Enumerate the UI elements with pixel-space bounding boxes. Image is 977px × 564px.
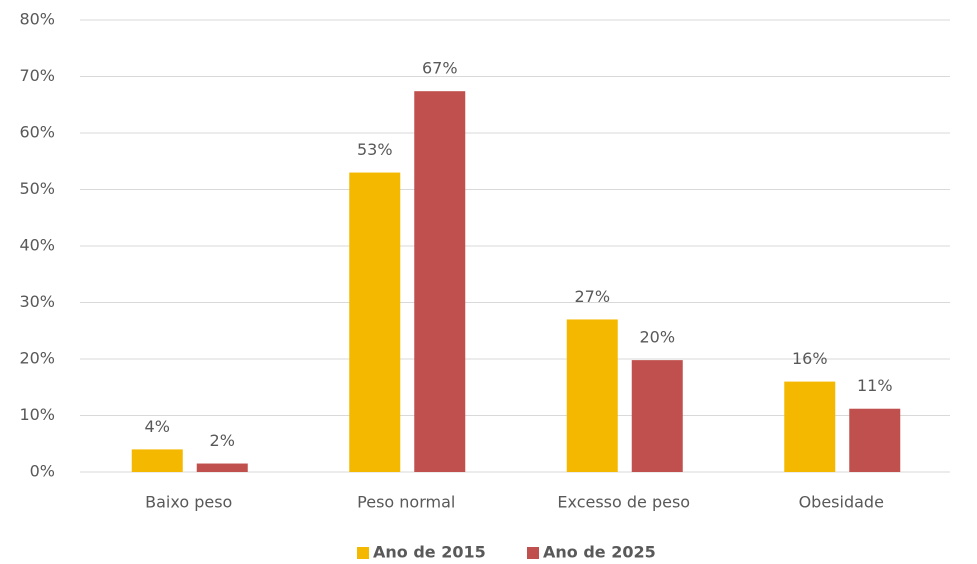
data-label: 53% [357, 140, 393, 159]
y-tick-label: 50% [19, 179, 55, 198]
bar [414, 91, 466, 472]
y-tick-label: 10% [19, 405, 55, 424]
bar [131, 449, 183, 472]
data-label: 11% [857, 376, 893, 395]
x-tick-label: Obesidade [799, 493, 884, 512]
bar [566, 319, 618, 472]
y-tick-label: 0% [30, 462, 55, 481]
data-label: 2% [210, 431, 235, 450]
data-label: 27% [574, 287, 610, 306]
y-tick-label: 20% [19, 349, 55, 368]
x-tick-label: Baixo peso [145, 493, 232, 512]
data-label: 4% [145, 417, 170, 436]
y-tick-label: 40% [19, 236, 55, 255]
bar [784, 381, 836, 472]
data-label: 20% [639, 328, 675, 347]
x-tick-label: Peso normal [357, 493, 455, 512]
y-tick-label: 80% [19, 10, 55, 29]
y-tick-label: 30% [19, 292, 55, 311]
legend-label: Ano de 2025 [543, 543, 656, 562]
bar [349, 172, 401, 473]
bar [631, 360, 683, 472]
x-tick-label: Excesso de peso [557, 493, 690, 512]
y-tick-label: 70% [19, 66, 55, 85]
legend-swatch [357, 547, 369, 559]
legend-swatch [527, 547, 539, 559]
y-tick-label: 60% [19, 123, 55, 142]
bar [196, 463, 248, 472]
legend-label: Ano de 2015 [373, 543, 486, 562]
data-label: 67% [422, 59, 458, 78]
bar [849, 408, 901, 472]
data-label: 16% [792, 349, 828, 368]
